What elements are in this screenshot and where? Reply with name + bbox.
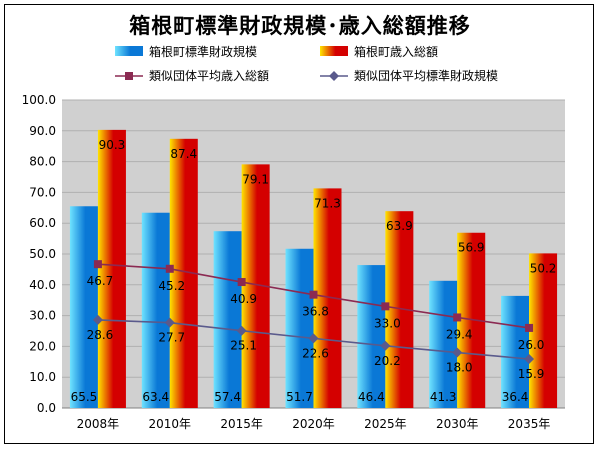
similar-avg-revenue-marker bbox=[309, 290, 318, 299]
plot-area: 0.0 10.0 20.0 30.0 40.0 50.0 60.0 70.0 80.0 90.0 1… bbox=[22, 93, 565, 431]
bar-standard-scale bbox=[213, 231, 242, 408]
y-tick-label: 10.0 bbox=[29, 370, 56, 384]
similar-avg-revenue-marker bbox=[93, 260, 102, 269]
y-tick-label: 70.0 bbox=[29, 185, 56, 199]
legend-similar-avg-standard-marker bbox=[329, 71, 339, 81]
data-label-standard-scale: 46.4 bbox=[358, 390, 385, 404]
chart-title: 箱根町標準財政規模･歳入総額推移 bbox=[129, 14, 471, 38]
data-label-total-revenue: 50.2 bbox=[530, 261, 557, 275]
x-tick-label: 2030年 bbox=[436, 417, 479, 431]
bar-standard-scale bbox=[357, 265, 386, 408]
data-label-similar-avg-revenue: 45.2 bbox=[158, 279, 185, 293]
bar-standard-scale bbox=[285, 248, 314, 408]
y-tick-label: 20.0 bbox=[29, 339, 56, 353]
data-label-total-revenue: 79.1 bbox=[242, 172, 269, 186]
y-tick-label: 100.0 bbox=[22, 93, 56, 107]
bar-total-revenue bbox=[97, 129, 126, 408]
legend-similar-avg-revenue-marker bbox=[125, 72, 133, 80]
data-label-total-revenue: 56.9 bbox=[458, 241, 485, 255]
x-tick-label: 2020年 bbox=[292, 417, 335, 431]
data-label-total-revenue: 90.3 bbox=[99, 138, 126, 152]
data-label-similar-avg-standard: 25.1 bbox=[230, 339, 257, 353]
data-label-standard-scale: 36.4 bbox=[502, 390, 529, 404]
data-label-similar-avg-standard: 18.0 bbox=[446, 361, 473, 375]
similar-avg-standard-marker bbox=[164, 317, 175, 328]
similar-avg-standard-marker bbox=[92, 314, 103, 325]
bar-standard-scale bbox=[429, 280, 458, 408]
similar-avg-standard-marker bbox=[236, 325, 247, 336]
data-label-similar-avg-revenue: 29.4 bbox=[446, 327, 473, 341]
data-label-standard-scale: 51.7 bbox=[286, 390, 313, 404]
similar-avg-revenue-marker bbox=[453, 313, 462, 322]
x-tick-label: 2035年 bbox=[508, 417, 551, 431]
data-label-total-revenue: 87.4 bbox=[170, 147, 197, 161]
y-tick-label: 30.0 bbox=[29, 309, 56, 323]
legend-similar-avg-revenue-label: 類似団体平均歳入総額 bbox=[149, 69, 269, 83]
data-label-similar-avg-revenue: 46.7 bbox=[87, 274, 114, 288]
data-label-standard-scale: 63.4 bbox=[142, 390, 169, 404]
legend-total-revenue-label: 箱根町歳入総額 bbox=[354, 44, 438, 59]
data-label-similar-avg-standard: 15.9 bbox=[518, 367, 545, 381]
similar-avg-revenue-marker bbox=[381, 302, 390, 311]
data-label-similar-avg-revenue: 40.9 bbox=[230, 292, 257, 306]
bar-standard-scale bbox=[141, 212, 170, 408]
data-label-total-revenue: 63.9 bbox=[386, 219, 413, 233]
x-tick-label: 2025年 bbox=[364, 417, 407, 431]
legend-standard-scale-label: 箱根町標準財政規模 bbox=[149, 44, 257, 59]
bar-total-revenue bbox=[529, 253, 558, 408]
y-tick-label: 50.0 bbox=[29, 247, 56, 261]
y-tick-label: 0.0 bbox=[37, 401, 56, 415]
similar-avg-revenue-marker bbox=[237, 278, 246, 287]
similar-avg-revenue-marker bbox=[165, 264, 174, 273]
data-label-standard-scale: 41.3 bbox=[430, 390, 457, 404]
similar-avg-standard-marker bbox=[524, 354, 535, 365]
similar-avg-standard-marker bbox=[308, 333, 319, 344]
data-label-similar-avg-standard: 22.6 bbox=[302, 346, 329, 360]
data-label-similar-avg-revenue: 33.0 bbox=[374, 316, 401, 330]
data-label-similar-avg-revenue: 26.0 bbox=[518, 338, 545, 352]
data-label-similar-avg-standard: 28.6 bbox=[87, 328, 114, 342]
data-label-standard-scale: 65.5 bbox=[71, 390, 98, 404]
y-tick-label: 80.0 bbox=[29, 155, 56, 169]
similar-avg-standard-marker bbox=[452, 347, 463, 358]
x-tick-label: 2008年 bbox=[77, 417, 120, 431]
data-label-total-revenue: 71.3 bbox=[314, 196, 341, 210]
y-tick-label: 60.0 bbox=[29, 216, 56, 230]
bar-standard-scale bbox=[69, 206, 98, 408]
legend-standard-scale-swatch bbox=[115, 46, 143, 56]
similar-avg-revenue-marker bbox=[525, 323, 534, 332]
x-tick-label: 2010年 bbox=[149, 417, 192, 431]
bar-standard-scale bbox=[501, 295, 530, 408]
similar-avg-standard-marker bbox=[380, 340, 391, 351]
data-label-similar-avg-standard: 20.2 bbox=[374, 354, 401, 368]
data-label-similar-avg-revenue: 36.8 bbox=[302, 305, 329, 319]
data-label-standard-scale: 57.4 bbox=[214, 390, 241, 404]
x-tick-label: 2015年 bbox=[220, 417, 263, 431]
legend-total-revenue-swatch bbox=[320, 46, 348, 56]
y-tick-label: 90.0 bbox=[29, 124, 56, 138]
data-label-similar-avg-standard: 27.7 bbox=[158, 331, 185, 345]
y-tick-label: 40.0 bbox=[29, 278, 56, 292]
legend-similar-avg-standard-label: 類似団体平均標準財政規模 bbox=[354, 68, 498, 83]
